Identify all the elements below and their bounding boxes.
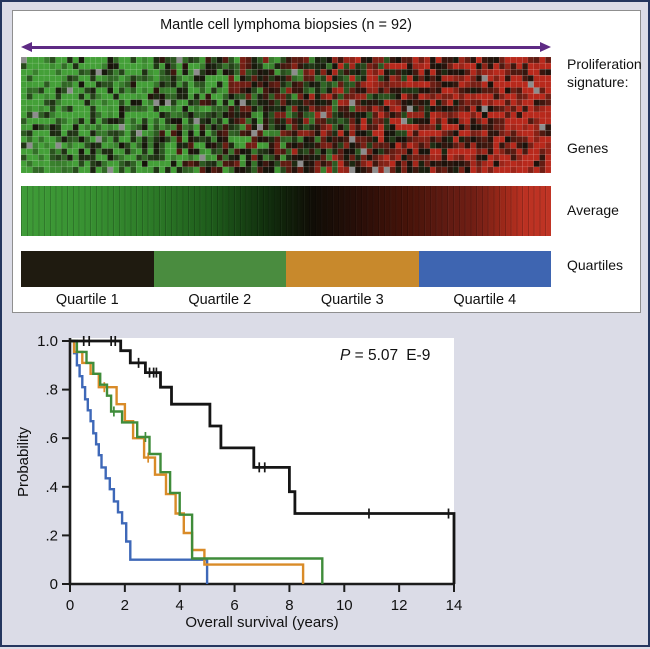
y-tick-label: 0: [50, 576, 58, 593]
y-tick-label: .4: [45, 479, 58, 496]
y-tick-label: .6: [45, 430, 58, 447]
arrow-line: [27, 46, 545, 49]
gene-expression-heatmap: [21, 57, 551, 173]
x-tick-label: 12: [391, 597, 408, 614]
x-tick-label: 0: [66, 597, 74, 614]
kaplan-meier-survival-chart: 1.0 .8 .6 .4 .2 00 2 4 6 8 10 12 14 Probability Overal…: [15, 333, 463, 631]
km-curve-quartile-4: [70, 339, 209, 584]
quartile-4-label: Quartile 4: [453, 292, 517, 308]
genes-label: Genes: [567, 140, 609, 156]
heatmap-panel: Mantle cell lymphoma biopsies (n = 92) Q…: [12, 10, 642, 313]
average-label: Average: [567, 202, 619, 218]
km-curve-quartile-1: [70, 336, 456, 584]
quartile-bar-segment-3: [286, 251, 419, 287]
quartile-bar-segment-1: [21, 251, 154, 287]
quartiles-label: Quartiles: [567, 257, 624, 273]
quartile-bar-segment-2: [153, 251, 286, 287]
biopsies-span-arrow: [21, 41, 551, 53]
quartile-labels-row: Quartile 1 Quartile 2 Quartile 3 Quartil…: [21, 292, 551, 308]
y-tick-label: .2: [45, 527, 58, 544]
km-curve-quartile-2: [70, 339, 324, 584]
x-tick-label: 10: [336, 597, 353, 614]
y-tick-label: 1.0: [37, 333, 58, 350]
average-bar-sample-stripes: [21, 186, 551, 236]
panel-title: Mantle cell lymphoma biopsies (n = 92): [160, 17, 412, 33]
arrow-left-head-icon: [21, 42, 32, 52]
x-axis-title: Overall survival (years): [185, 614, 338, 631]
x-tick-label: 4: [176, 597, 184, 614]
y-axis-title: Probability: [15, 426, 32, 497]
y-tick-label: .8: [45, 382, 58, 399]
arrow-right-head-icon: [540, 42, 551, 52]
average-expression-bar: [21, 186, 551, 236]
quartile-1-label: Quartile 1: [55, 292, 119, 308]
plot-area: [70, 338, 454, 584]
x-tick-label: 8: [285, 597, 293, 614]
p-value-annotation: P = 5.07 E-9: [340, 347, 430, 364]
x-tick-label: 2: [121, 597, 129, 614]
x-tick-label: 14: [446, 597, 463, 614]
quartile-3-label: Quartile 3: [320, 292, 384, 308]
proliferation-signature-label: Proliferation signature:: [567, 56, 642, 91]
x-tick-label: 6: [230, 597, 238, 614]
quartile-color-bar: [21, 251, 551, 287]
quartile-2-label: Quartile 2: [188, 292, 252, 308]
quartile-bar-segment-4: [418, 251, 551, 287]
